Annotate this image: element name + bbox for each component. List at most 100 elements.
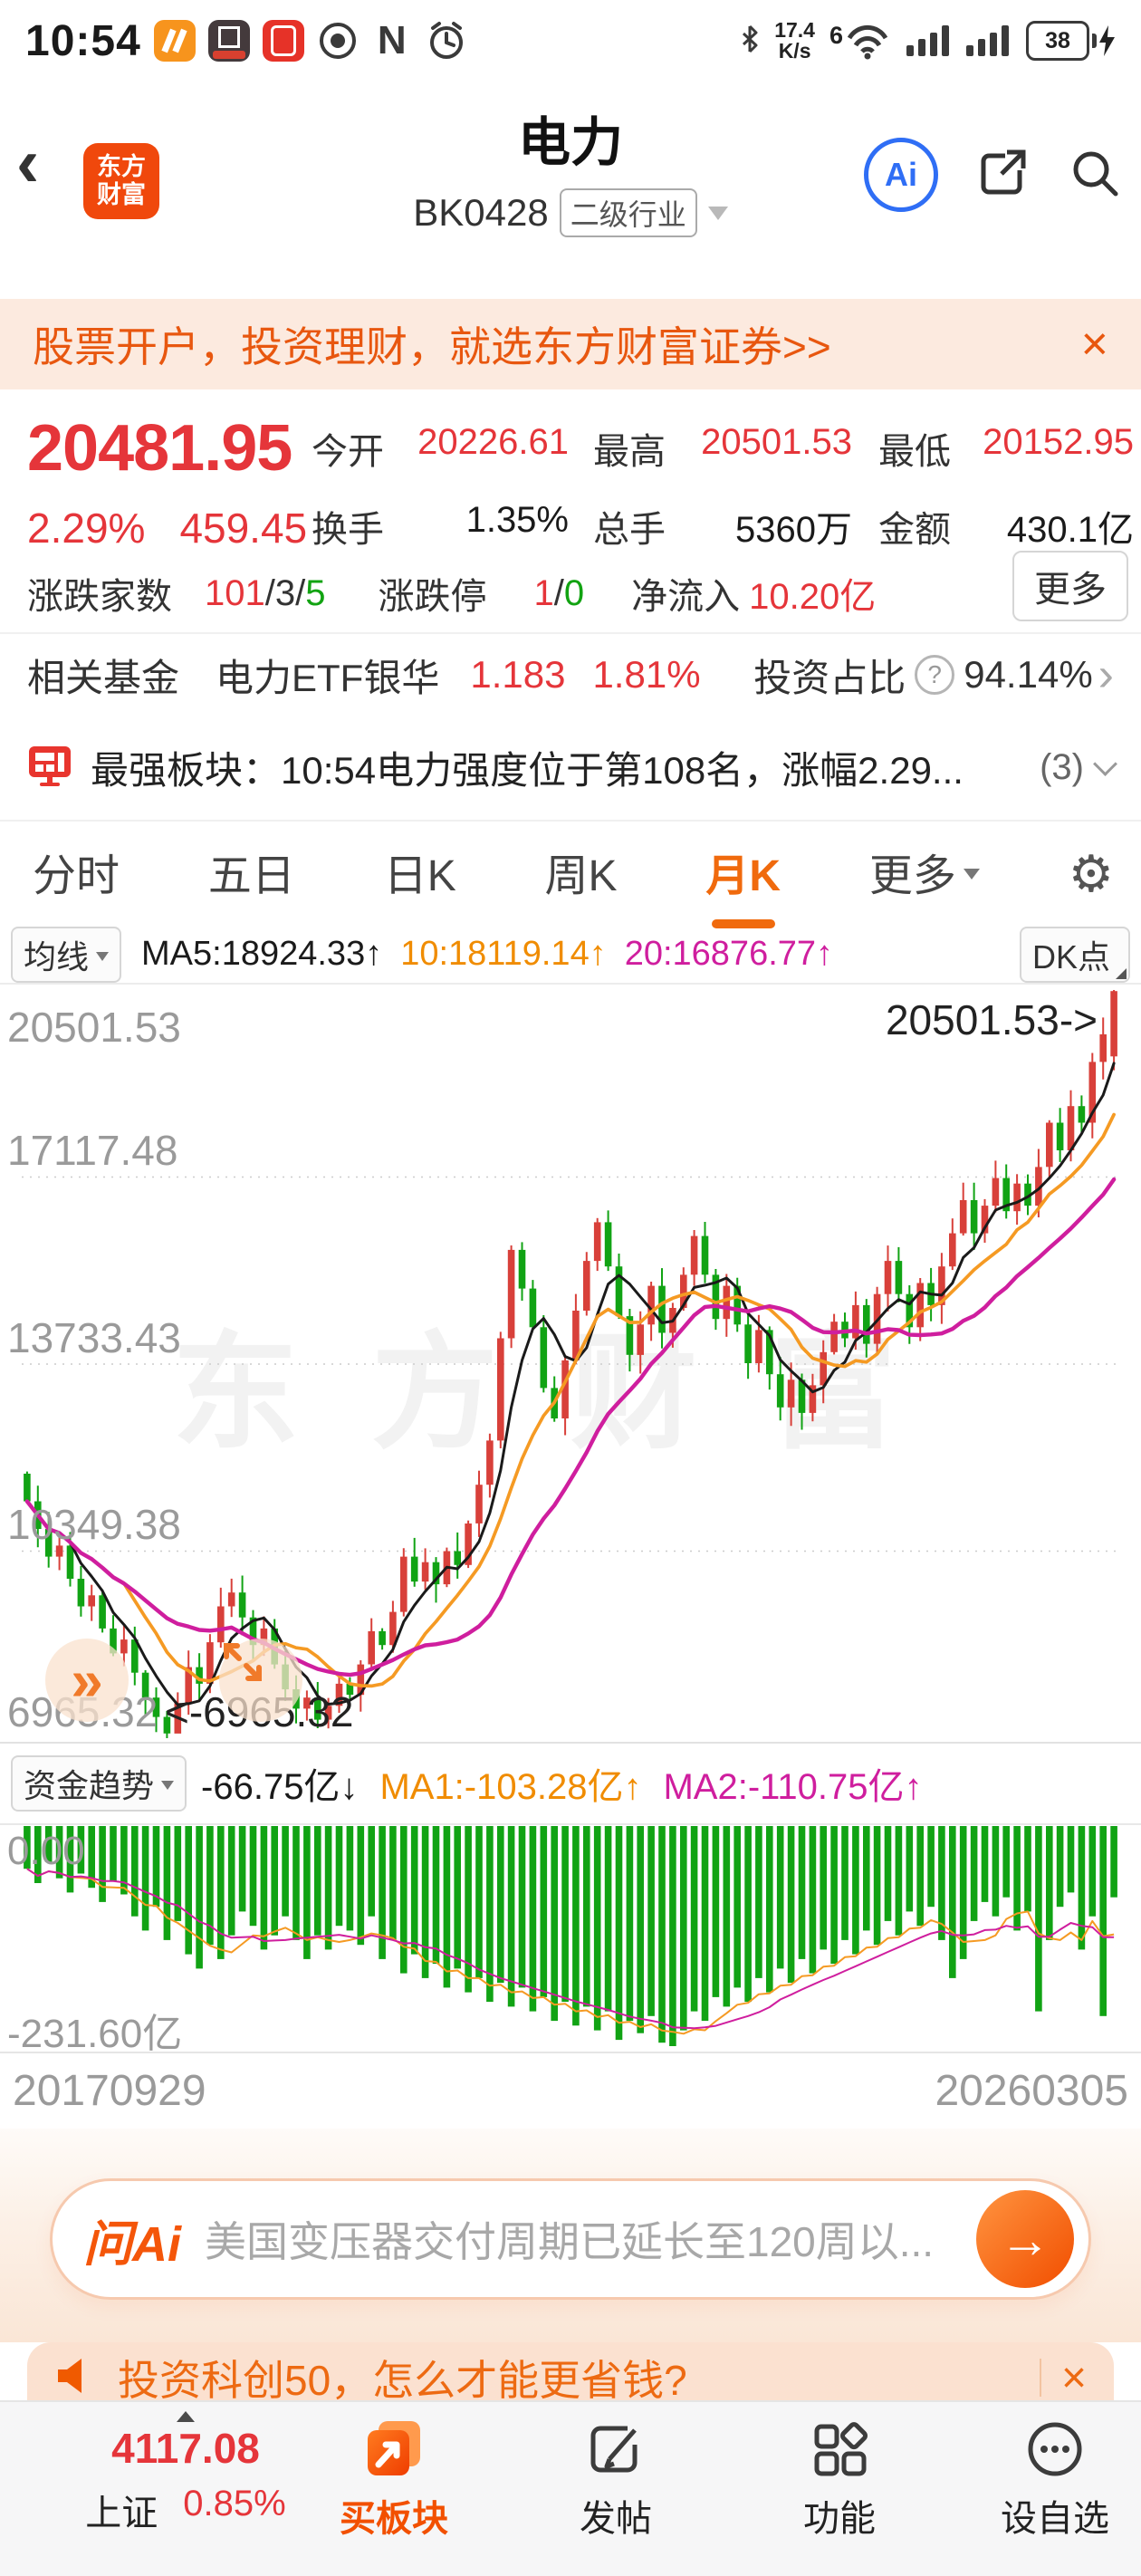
nav-add-watchlist[interactable]: 设自选	[983, 2402, 1127, 2542]
field-label: 今开	[312, 432, 384, 472]
candlestick-chart[interactable]: 东方财富 20501.53 17117.48 13733.43 10349.38…	[0, 983, 1141, 1744]
flow-ma1: MA1:-103.28亿↑	[379, 1767, 642, 1807]
charging-bolt-icon	[1099, 25, 1115, 56]
nav-post[interactable]: 发帖	[548, 2402, 684, 2542]
app-header: ‹ 东方 财富 电力 BK0428 二级行业 Ai	[0, 82, 1141, 299]
field-label: 最低	[878, 432, 951, 472]
close-icon[interactable]: ×	[1080, 318, 1108, 370]
x-axis-dates: 20170929 20260305	[0, 2053, 1141, 2129]
chevron-down-icon[interactable]	[1093, 752, 1117, 776]
page-title: 电力	[517, 113, 623, 172]
limit-up-count: 1	[533, 572, 554, 613]
field-value: 5360万	[735, 510, 852, 550]
expand-chart-button[interactable]	[219, 1639, 302, 1722]
chevron-right-icon[interactable]: ›	[1098, 649, 1114, 701]
field-value: 1.35%	[465, 500, 569, 540]
tab-more[interactable]: 更多	[869, 840, 980, 908]
nfc-icon: N	[377, 20, 407, 62]
field-value: 20501.53	[701, 422, 852, 462]
notification-app-icon-2	[207, 20, 250, 62]
back-button[interactable]: ‹	[16, 124, 40, 201]
tab-five-day[interactable]: 五日	[207, 851, 295, 900]
related-fund-row[interactable]: 相关基金 电力ETF银华 1.183 1.81% 投资占比 ? 94.14% ›	[0, 634, 1141, 716]
chevron-down-icon[interactable]	[707, 206, 728, 220]
notification-app-icon-3	[262, 20, 304, 62]
y-axis-label: 13733.43	[7, 1314, 181, 1361]
ma20-value: 20:16876.77↑	[624, 935, 834, 973]
signal-bars-sim1	[906, 22, 952, 61]
nav-buy-sector[interactable]: 买板块	[326, 2402, 462, 2542]
ask-ai-submit-button[interactable]: →	[976, 2190, 1074, 2288]
more-button[interactable]: 更多	[1012, 551, 1128, 621]
flow-min-label: -231.60亿	[7, 2012, 183, 2056]
industry-tag[interactable]: 二级行业	[559, 188, 697, 237]
ratio-label: 投资占比	[753, 656, 906, 699]
caret-down-icon	[963, 868, 980, 879]
open-account-banner[interactable]: 股票开户，投资理财，就选东方财富证券>> ×	[0, 299, 1141, 389]
status-bar: 10:54 N 17.4	[0, 0, 1141, 82]
index-name: 上证	[85, 2494, 158, 2533]
search-icon[interactable]	[1067, 145, 1123, 206]
fast-forward-button[interactable]: »	[45, 1639, 129, 1722]
decliners-count: 5	[305, 572, 326, 613]
field-value: 20152.95	[983, 422, 1134, 462]
nav-functions[interactable]: 功能	[772, 2402, 907, 2542]
ma10-value: 10:18119.14↑	[400, 935, 607, 973]
start-date: 20170929	[13, 2067, 206, 2115]
dk-point-button[interactable]: DK点	[1019, 926, 1130, 983]
flow-ma2: MA2:-110.75亿↑	[663, 1767, 923, 1807]
divider	[1039, 2359, 1041, 2397]
ma-selector-button[interactable]: 均线	[11, 926, 122, 983]
nav-index-shanghai[interactable]: 4117.08 上证 0.85%	[50, 2402, 321, 2536]
flow-selector-button[interactable]: 资金趋势	[11, 1755, 187, 1812]
tab-daily-k[interactable]: 日K	[383, 851, 456, 900]
fund-nav: 1.183	[470, 653, 566, 696]
ask-ai-search-bar[interactable]: 问Ai 美国变压器交付周期已延长至120周以... →	[50, 2178, 1091, 2300]
bluetooth-icon	[740, 24, 760, 58]
tab-monthly-k[interactable]: 月K	[705, 840, 781, 908]
sector-board-icon	[27, 743, 72, 793]
share-icon[interactable]	[974, 145, 1031, 206]
ask-ai-placeholder: 美国变压器交付周期已延长至120周以...	[205, 2218, 935, 2265]
field-value: 20226.61	[417, 422, 569, 462]
ellipsis-circle-icon	[1023, 2415, 1087, 2484]
field-value: 430.1亿	[1006, 510, 1134, 550]
fund-row-label: 相关基金	[27, 656, 180, 699]
price-change: 2.29% 459.45	[27, 505, 308, 552]
caret-down-icon	[161, 1781, 175, 1790]
bottom-promo-banner[interactable]: 投资科创50，怎么才能更省钱? ×	[27, 2342, 1114, 2400]
net-inflow: 10.20亿	[749, 577, 877, 617]
tab-time-sharing[interactable]: 分时	[33, 851, 120, 900]
y-axis-label: 10349.38	[7, 1501, 181, 1548]
quote-panel: 20481.95 2.29% 459.45 今开 20226.61 最高 2050…	[0, 389, 1141, 634]
network-speed: 17.4 K/s	[774, 18, 815, 62]
bottom-nav: 4117.08 上证 0.85% 买板块 发帖	[0, 2400, 1141, 2576]
fund-flow-bar: 资金趋势 -66.75亿↓ MA1:-103.28亿↑ MA2:-110.75亿…	[0, 1744, 1141, 1823]
gear-icon[interactable]: ⚙	[1068, 844, 1114, 902]
strongest-sector-row[interactable]: 最强板块：10:54电力强度位于第108名，涨幅2.29... (3)	[0, 716, 1141, 820]
field-label: 金额	[878, 510, 951, 550]
triangle-up-icon	[177, 2411, 195, 2422]
stock-code: BK0428	[413, 191, 549, 234]
field-label: 总手	[593, 510, 666, 550]
close-icon[interactable]: ×	[1060, 2353, 1087, 2401]
help-icon[interactable]: ?	[915, 655, 955, 695]
tab-weekly-k[interactable]: 周K	[544, 851, 618, 900]
signal-bars-sim2	[966, 22, 1012, 61]
ma-indicator-bar: 均线 MA5:18924.33↑ 10:18119.14↑ 20:16876.7…	[0, 926, 1141, 983]
grid-icon	[808, 2415, 871, 2484]
fund-name[interactable]: 电力ETF银华	[216, 656, 440, 699]
flat-count: 3	[274, 572, 296, 613]
megaphone-icon	[54, 2355, 96, 2401]
watermark: 东方财富	[171, 1322, 970, 1464]
current-price: 20481.95	[27, 412, 292, 485]
ai-assistant-button[interactable]: Ai	[864, 138, 938, 212]
banner-text: 股票开户，投资理财，就选东方财富证券>>	[33, 323, 831, 370]
index-pct: 0.85%	[183, 2484, 286, 2523]
caret-down-icon	[96, 951, 110, 961]
advancers-row: 涨跌家数 101/3/5 涨跌停 1/0 净流入 10.20亿	[27, 567, 876, 620]
fund-flow-chart[interactable]: 0.00 -231.60亿	[0, 1823, 1141, 2056]
wifi-icon: 6	[829, 22, 892, 60]
y-axis-label: 20501.53	[7, 1004, 181, 1051]
